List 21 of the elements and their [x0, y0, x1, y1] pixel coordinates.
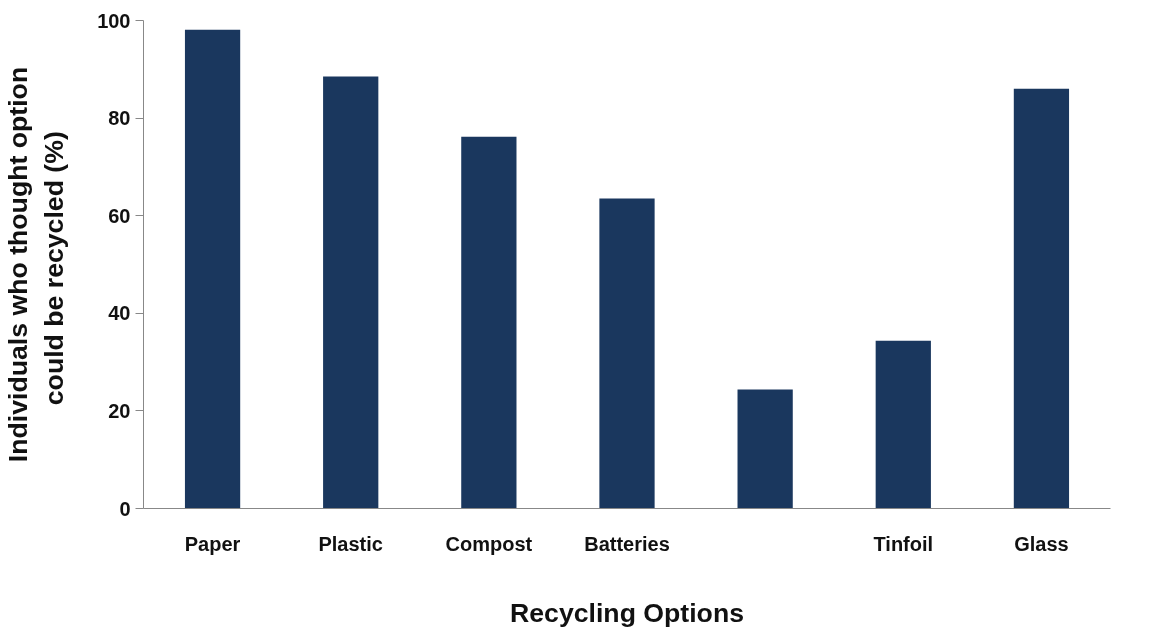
- bar: [461, 136, 517, 509]
- y-tick-label: 40: [108, 302, 131, 325]
- x-tick-label: Tinfoil: [873, 532, 934, 555]
- y-tick-label: 100: [97, 9, 131, 32]
- x-tick-label: Paper: [184, 532, 241, 555]
- bar: [323, 76, 379, 509]
- y-tick-label: 20: [108, 399, 131, 422]
- bar: [737, 389, 793, 509]
- y-tick-label: 0: [119, 497, 131, 520]
- y-tick-label: 60: [108, 204, 131, 227]
- x-tick-label: Glass: [1014, 532, 1069, 555]
- y-tick-label: 80: [108, 107, 131, 130]
- x-tick-label: Plastic: [318, 532, 383, 555]
- bar: [184, 29, 241, 509]
- bar: [599, 198, 655, 509]
- x-axis-title: Recycling Options: [509, 597, 745, 628]
- bar: [1013, 88, 1070, 509]
- x-tick-label: Batteries: [584, 532, 670, 555]
- y-axis-title: Individuals who thought option could be recycled (%): [3, 66, 70, 463]
- x-tick-label: Compost: [445, 532, 533, 555]
- bar: [875, 340, 931, 509]
